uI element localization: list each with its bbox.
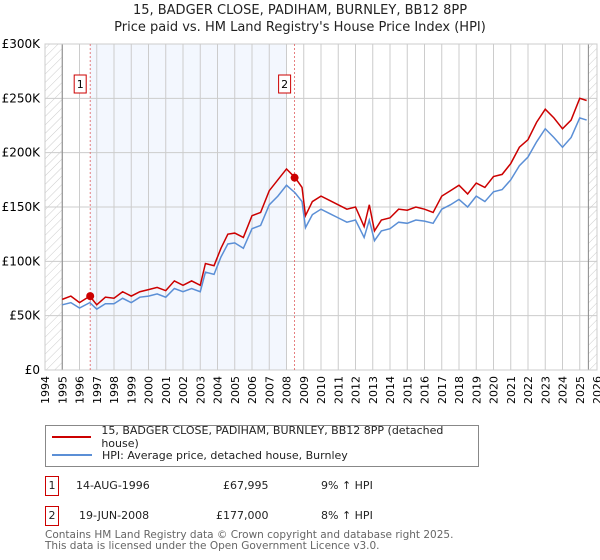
x-tick-label: 2012	[350, 376, 363, 404]
x-tick-label: 2026	[591, 376, 600, 404]
y-tick-label: £200K	[2, 146, 42, 160]
x-tick-label: 1994	[39, 376, 52, 404]
x-tick-label: 2007	[263, 376, 276, 404]
legend-item-hpi: HPI: Average price, detached house, Burn…	[52, 447, 348, 463]
y-tick-label: £100K	[2, 254, 42, 268]
transaction-hpi: 8% ↑ HPI	[321, 509, 373, 522]
x-tick-label: 2014	[384, 376, 397, 404]
x-tick-label: 2009	[298, 376, 311, 404]
x-tick-label: 2001	[160, 376, 173, 404]
sale-label-box	[278, 74, 292, 94]
legend-swatch-blue	[52, 454, 92, 456]
chart-title: 15, BADGER CLOSE, PADIHAM, BURNLEY, BB12…	[132, 3, 468, 18]
legend-swatch-red	[52, 436, 92, 438]
legend-label: 15, BADGER CLOSE, PADIHAM, BURNLEY, BB12…	[101, 424, 444, 450]
chart-subtitle: Price paid vs. HM Land Registry's House …	[114, 20, 486, 35]
x-tick-label: 1999	[125, 376, 138, 404]
sale-label-box	[73, 74, 87, 94]
x-tick-label: 2011	[332, 376, 345, 404]
transaction-row: 1 14-AUG-1996 £67,995 9% ↑ HPI	[45, 476, 465, 496]
transaction-row: 2 19-JUN-2008 £177,000 8% ↑ HPI	[45, 506, 465, 526]
footer-licence: This data is licensed under the Open Gov…	[45, 540, 380, 552]
x-tick-label: 2000	[143, 376, 156, 404]
x-tick-label: 2020	[488, 376, 501, 404]
sale-point	[290, 173, 299, 182]
x-tick-label: 2010	[315, 376, 328, 404]
price-chart: 1994 1995 1996 1997 1998 1999 2000 2001 2002 2003…	[2, 37, 600, 404]
property-price-line	[61, 97, 587, 306]
x-tick-label: 2023	[539, 376, 552, 404]
x-tick-label: 2004	[212, 376, 225, 404]
transaction-price: £67,995	[223, 479, 269, 492]
x-tick-label: 2016	[419, 376, 432, 404]
y-tick-label: £250K	[2, 91, 42, 105]
sale-label: 2	[281, 78, 288, 91]
transaction-price: £177,000	[216, 509, 269, 522]
legend: 15, BADGER CLOSE, PADIHAM, BURNLEY, BB12…	[45, 424, 479, 467]
sale-label: 1	[77, 78, 84, 91]
y-tick-label: £150K	[2, 200, 42, 214]
transaction-number: 2	[45, 506, 59, 526]
x-tick-label: 2018	[453, 376, 466, 404]
x-tick-label: 2013	[367, 376, 380, 404]
plot-frame	[44, 43, 598, 371]
x-tick-label: 2017	[436, 376, 449, 404]
footer-copyright: Contains HM Land Registry data © Crown c…	[45, 529, 454, 541]
y-tick-label: £300K	[2, 37, 42, 51]
x-tick-label: 1998	[108, 376, 121, 404]
footer: Contains HM Land Registry data © Crown c…	[45, 530, 453, 552]
x-tick-label: 2003	[194, 376, 207, 404]
legend-label: HPI: Average price, detached house, Burn…	[102, 448, 348, 462]
x-tick-label: 2019	[470, 376, 483, 404]
x-tick-label: 2002	[177, 376, 190, 404]
transaction-hpi: 9% ↑ HPI	[321, 479, 373, 492]
legend-item-property: 15, BADGER CLOSE, PADIHAM, BURNLEY, BB12…	[52, 424, 478, 450]
y-tick-label: £0	[25, 363, 40, 377]
x-tick-label: 2008	[281, 376, 294, 404]
hpi-line	[62, 116, 587, 311]
x-tick-label: 2022	[522, 376, 535, 404]
x-tick-label: 2024	[557, 376, 570, 404]
transaction-date: 19-JUN-2008	[79, 509, 150, 522]
x-tick-label: 2006	[246, 376, 259, 404]
transaction-date: 14-AUG-1996	[76, 479, 150, 492]
y-tick-label: £50K	[9, 309, 41, 323]
x-tick-label: 1996	[74, 376, 87, 404]
x-tick-label: 2025	[574, 376, 587, 404]
transaction-number: 1	[45, 476, 59, 496]
x-tick-label: 2015	[401, 376, 414, 404]
sale-point	[86, 292, 95, 301]
x-tick-label: 2021	[505, 376, 518, 404]
x-tick-label: 2005	[229, 376, 242, 404]
x-tick-label: 1995	[56, 376, 69, 404]
x-tick-label: 1997	[91, 376, 104, 404]
